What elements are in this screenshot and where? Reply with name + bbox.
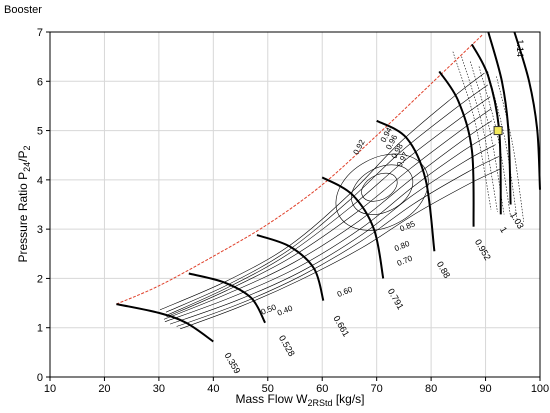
efficiency-contour-dotted — [496, 76, 524, 222]
efficiency-label: 0.70 — [396, 254, 414, 268]
y-axis-title-sub2: 2 — [22, 145, 32, 150]
y-tick-label: 1 — [37, 323, 43, 335]
y-axis-title: Pressure Ratio P24/P2 — [16, 145, 32, 262]
grid — [50, 32, 540, 377]
x-tick-label: 40 — [207, 383, 219, 395]
x-tick-label: 30 — [153, 383, 165, 395]
speed-line-label: 1.03 — [508, 210, 525, 230]
speed-line-label: 1 — [498, 225, 509, 234]
efficiency-label: 0.60 — [336, 285, 354, 299]
efficiency-contour-line — [168, 96, 491, 315]
efficiency-island — [361, 172, 398, 202]
y-tick-label: 5 — [37, 126, 43, 138]
x-tick-label: 50 — [262, 383, 274, 395]
speed-line — [487, 31, 512, 205]
speed-line — [438, 70, 475, 227]
efficiency-contour-dotted — [478, 66, 511, 217]
efficiency-island — [351, 164, 414, 215]
x-axis-title-sub: 2RStd — [307, 398, 332, 408]
chart-title: Booster — [4, 4, 42, 16]
operating-point-group — [493, 126, 503, 136]
x-tick-label: 80 — [425, 383, 437, 395]
efficiency-contours — [159, 51, 524, 330]
y-tick-label: 4 — [37, 175, 43, 187]
efficiency-label: 0.92 — [351, 138, 367, 156]
x-tick-label: 20 — [98, 383, 110, 395]
efficiency-contour-line — [163, 120, 492, 320]
efficiency-island — [335, 153, 429, 231]
x-tick-label: 90 — [479, 383, 491, 395]
surge-line-group — [116, 34, 484, 305]
speed-line-label: 0.528 — [277, 334, 297, 359]
speed-line-label: 0.952 — [473, 237, 493, 262]
efficiency-contour-dotted — [452, 51, 492, 210]
speed-line-label: 1.14 — [515, 39, 525, 57]
speed-line-label: 0.661 — [331, 314, 351, 339]
speed-line-label: 0.88 — [435, 260, 452, 280]
efficiency-label: 0.80 — [393, 239, 411, 253]
efficiency-contour-line — [164, 132, 494, 322]
x-axis-ticks: 10 20 30 40 50 60 70 80 90 100 — [44, 377, 549, 395]
efficiency-contour-line — [179, 168, 502, 330]
speed-line-label: 0.791 — [386, 287, 406, 312]
x-axis-title-main: Mass Flow W — [235, 392, 308, 406]
efficiency-contour-line — [170, 144, 496, 325]
speed-line — [471, 43, 502, 215]
x-tick-label: 100 — [531, 383, 549, 395]
speed-line — [321, 176, 385, 279]
x-axis-title-unit: [kg/s] — [333, 392, 365, 406]
y-tick-label: 3 — [37, 224, 43, 236]
efficiency-contour-dotted — [461, 56, 498, 212]
speed-line — [376, 119, 436, 252]
y-tick-label: 7 — [37, 27, 43, 39]
efficiency-contour-line — [176, 156, 500, 327]
speed-line — [188, 272, 266, 324]
x-tick-label: 70 — [371, 383, 383, 395]
y-axis-ticks: 0 1 2 3 4 5 6 7 — [37, 27, 50, 384]
speed-line — [116, 303, 214, 343]
efficiency-contour-line — [166, 108, 492, 318]
plot-frame — [49, 31, 541, 378]
speed-line — [513, 31, 541, 190]
speed-line — [256, 234, 325, 301]
speed-lines — [116, 31, 541, 343]
x-tick-label: 60 — [316, 383, 328, 395]
y-tick-label: 6 — [37, 76, 43, 88]
x-tick-label: 10 — [44, 383, 56, 395]
efficiency-label: 0.40 — [276, 303, 294, 317]
y-tick-label: 2 — [37, 273, 43, 285]
surge-line — [116, 34, 484, 305]
y-axis-title-mid: /P — [16, 150, 30, 161]
y-axis-title-main: Pressure Ratio P — [16, 172, 30, 263]
speed-line-label: 0.359 — [222, 351, 242, 376]
operating-point — [493, 126, 503, 136]
y-tick-label: 0 — [37, 372, 43, 384]
x-axis-title: Mass Flow W2RStd [kg/s] — [235, 392, 364, 408]
y-axis-title-sub1: 24 — [22, 162, 32, 172]
